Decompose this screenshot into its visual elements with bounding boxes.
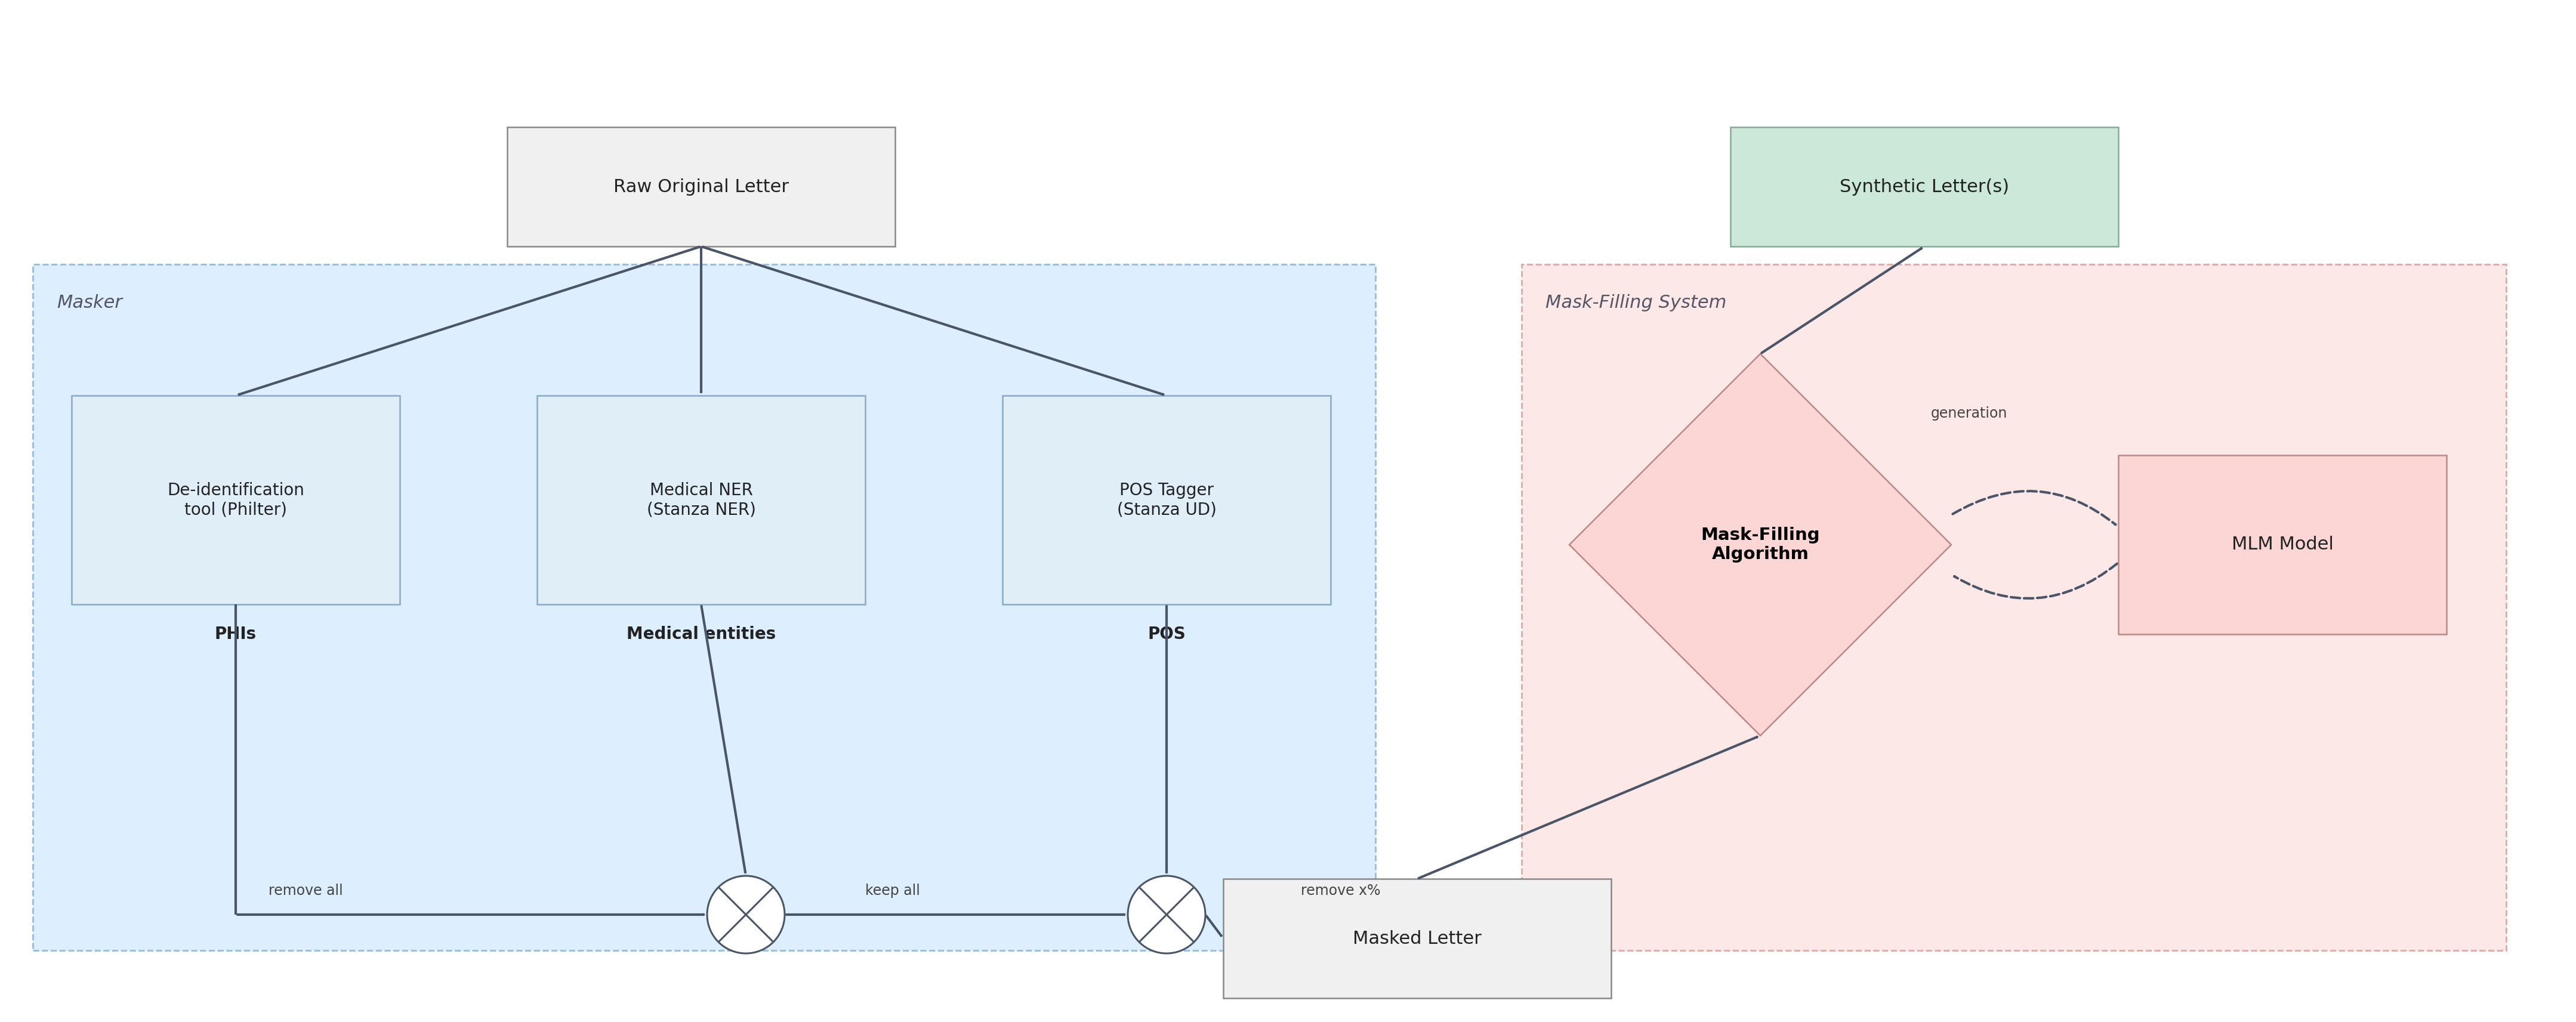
Bar (1522, 265, 2506, 950)
FancyArrowPatch shape (703, 247, 1164, 394)
FancyArrowPatch shape (1206, 916, 1221, 936)
Bar (536, 396, 866, 604)
Text: MLM Model: MLM Model (2231, 537, 2334, 553)
Text: POS Tagger
(Stanza UD): POS Tagger (Stanza UD) (1118, 482, 1216, 518)
FancyArrowPatch shape (1955, 564, 2117, 599)
Text: Masker: Masker (57, 294, 121, 312)
Text: De-identification
tool (Philter): De-identification tool (Philter) (167, 482, 304, 518)
Bar (1731, 127, 2117, 246)
Text: remove x%: remove x% (1301, 884, 1381, 898)
Text: Mask-Filling System: Mask-Filling System (1546, 294, 1726, 312)
Text: remove all: remove all (268, 884, 343, 898)
Bar (72, 396, 399, 604)
Text: generation: generation (1932, 407, 2007, 421)
FancyArrowPatch shape (240, 247, 701, 394)
Bar (2117, 455, 2447, 635)
Circle shape (1128, 876, 1206, 954)
Bar (1002, 396, 1332, 604)
FancyArrowPatch shape (1419, 737, 1757, 878)
Text: Medical NER
(Stanza NER): Medical NER (Stanza NER) (647, 482, 755, 518)
Text: Synthetic Letter(s): Synthetic Letter(s) (1839, 178, 2009, 195)
Text: Mask-Filling
Algorithm: Mask-Filling Algorithm (1700, 526, 1819, 563)
FancyArrowPatch shape (1953, 491, 2115, 524)
Polygon shape (1569, 354, 1950, 736)
Bar (1224, 879, 1610, 998)
FancyArrowPatch shape (1762, 248, 1922, 353)
Text: Medical entities: Medical entities (626, 625, 775, 643)
Text: Raw Original Letter: Raw Original Letter (613, 178, 788, 195)
Circle shape (706, 876, 786, 954)
FancyArrowPatch shape (701, 606, 744, 873)
Text: Masked Letter: Masked Letter (1352, 930, 1481, 947)
Text: PHIs: PHIs (214, 625, 258, 643)
Bar (507, 127, 894, 246)
Bar (33, 265, 1376, 950)
Text: POS: POS (1146, 625, 1185, 643)
Text: keep all: keep all (866, 884, 920, 898)
